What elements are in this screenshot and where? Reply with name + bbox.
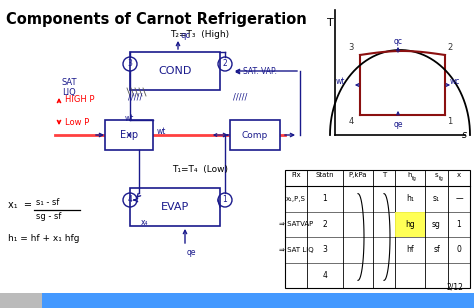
Text: 3: 3 bbox=[348, 43, 354, 52]
Text: Fix: Fix bbox=[291, 172, 301, 178]
Text: qe: qe bbox=[393, 120, 403, 129]
Text: h₁ = hf + x₁ hfg: h₁ = hf + x₁ hfg bbox=[8, 234, 80, 243]
Bar bbox=[0, 293, 474, 308]
Text: SAT: SAT bbox=[62, 78, 78, 87]
Text: fg: fg bbox=[412, 176, 417, 181]
Text: s₁: s₁ bbox=[433, 194, 440, 203]
Text: wc: wc bbox=[450, 78, 460, 87]
Text: x₁,P,S: x₁,P,S bbox=[286, 196, 306, 202]
Text: 4: 4 bbox=[349, 117, 354, 126]
Text: s: s bbox=[435, 172, 438, 178]
Text: Exp: Exp bbox=[120, 130, 138, 140]
Text: EVAP: EVAP bbox=[161, 202, 189, 212]
Text: 1: 1 bbox=[456, 220, 461, 229]
Text: 2: 2 bbox=[18, 295, 24, 305]
Text: HIGH P: HIGH P bbox=[65, 95, 94, 104]
Text: LIQ: LIQ bbox=[62, 88, 76, 97]
Text: 3: 3 bbox=[128, 59, 132, 68]
Text: s₁ - sf: s₁ - sf bbox=[36, 198, 59, 207]
Text: x₄: x₄ bbox=[141, 218, 149, 227]
Bar bbox=[105, 120, 153, 150]
Text: x: x bbox=[457, 172, 461, 178]
Text: hg: hg bbox=[405, 220, 415, 229]
Text: wt: wt bbox=[124, 114, 134, 123]
Text: 0: 0 bbox=[456, 245, 461, 254]
Text: P,kPa: P,kPa bbox=[349, 172, 367, 178]
Text: T₁=T₄  (Low): T₁=T₄ (Low) bbox=[172, 165, 228, 174]
Text: ⇒ SAT LIQ: ⇒ SAT LIQ bbox=[279, 247, 313, 253]
Text: 2/12: 2/12 bbox=[447, 283, 464, 292]
Text: 4: 4 bbox=[323, 271, 328, 280]
Text: Statn: Statn bbox=[316, 172, 334, 178]
Text: 4: 4 bbox=[128, 196, 132, 205]
Text: /////: ///// bbox=[128, 92, 142, 101]
Text: sg - sf: sg - sf bbox=[36, 212, 61, 221]
Text: SAT. VAP.: SAT. VAP. bbox=[243, 67, 277, 76]
Bar bbox=[130, 52, 220, 90]
Text: h: h bbox=[408, 172, 412, 178]
Text: Components of Carnot Refrigeration: Components of Carnot Refrigeration bbox=[6, 12, 307, 27]
Text: hf: hf bbox=[406, 245, 414, 254]
Bar bbox=[0, 293, 42, 308]
Text: x₁  =: x₁ = bbox=[8, 200, 32, 210]
Text: Comp: Comp bbox=[242, 131, 268, 140]
Text: 1: 1 bbox=[447, 117, 452, 126]
Text: sf: sf bbox=[433, 245, 440, 254]
Text: 2: 2 bbox=[447, 43, 452, 52]
Text: fg: fg bbox=[438, 176, 443, 181]
Text: qc: qc bbox=[393, 38, 402, 47]
Bar bbox=[395, 212, 425, 237]
Text: T: T bbox=[382, 172, 386, 178]
Text: ⇒ SATVAP: ⇒ SATVAP bbox=[279, 221, 313, 227]
Text: h₁: h₁ bbox=[406, 194, 414, 203]
Text: sg: sg bbox=[432, 220, 441, 229]
Bar bbox=[230, 120, 280, 150]
Text: qc: qc bbox=[181, 31, 191, 40]
Text: s: s bbox=[462, 130, 467, 140]
Text: 1: 1 bbox=[223, 196, 228, 205]
Text: 2: 2 bbox=[323, 220, 328, 229]
Text: COND: COND bbox=[158, 66, 191, 76]
Text: 2: 2 bbox=[223, 59, 228, 68]
Text: 3: 3 bbox=[323, 245, 328, 254]
Text: qe: qe bbox=[187, 248, 197, 257]
Text: —: — bbox=[455, 194, 463, 203]
Text: T: T bbox=[327, 18, 333, 28]
Text: T₂=T₃  (High): T₂=T₃ (High) bbox=[171, 30, 229, 39]
Bar bbox=[130, 188, 220, 226]
Text: wt: wt bbox=[157, 127, 166, 136]
Text: 1: 1 bbox=[323, 194, 328, 203]
Text: Low P: Low P bbox=[65, 118, 89, 127]
Text: wt: wt bbox=[336, 78, 345, 87]
Bar bbox=[285, 170, 470, 288]
Text: /////: ///// bbox=[233, 92, 247, 101]
